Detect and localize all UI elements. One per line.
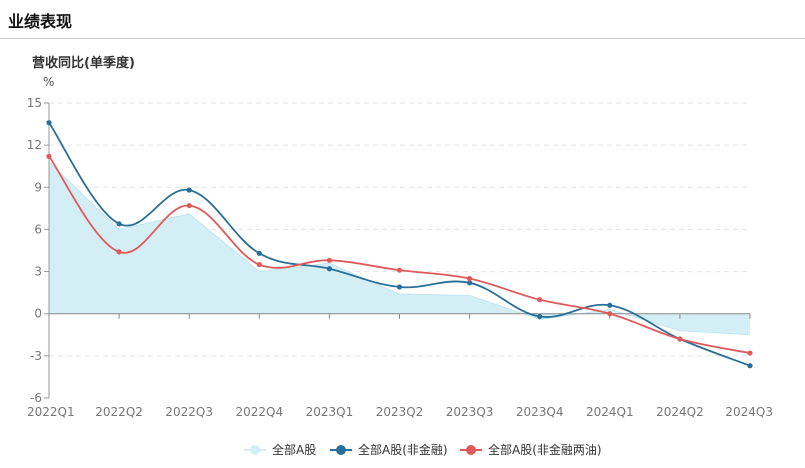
data-point [326,257,332,263]
data-point [326,266,332,272]
legend-label[interactable]: 全部A股 [272,442,316,457]
x-tick-label: 2022Q4 [235,405,283,419]
data-point [256,261,262,268]
legend-label[interactable]: 全部A股(非金融两油) [488,442,602,457]
legend-marker[interactable] [466,445,476,455]
data-point [396,284,403,290]
data-point [116,221,122,227]
data-point [46,153,52,159]
section-title: 业绩表现 [8,12,73,31]
series-line [48,122,751,367]
y-tick-label: -3 [30,349,42,363]
y-tick-label: 0 [34,307,42,321]
data-point [186,187,192,193]
x-tick-label: 2023Q4 [516,405,564,419]
legend-marker[interactable] [336,445,346,455]
data-point [607,302,613,308]
data-point [537,313,543,320]
x-tick-label: 2023Q1 [306,405,354,419]
chart-title: 营收同比(单季度) [32,56,135,71]
y-tick-label: 12 [27,138,42,152]
y-tick-label: 3 [34,265,42,279]
y-tick-label: -6 [30,391,42,405]
area-series-fill [49,162,750,335]
legend-label[interactable]: 全部A股(非金融) [358,442,448,457]
y-tick-label: 9 [34,180,42,194]
x-tick-label: 2024Q3 [725,405,773,419]
data-point [467,280,473,286]
data-point [46,120,52,126]
y-tick-label: 6 [34,222,42,236]
section-header: 业绩表现 [0,0,805,39]
data-point [677,336,683,342]
x-tick-label: 2022Q3 [165,405,213,419]
x-tick-label: 2023Q3 [446,405,494,419]
data-point [396,267,403,273]
data-point [537,297,543,303]
data-point [116,249,122,255]
y-axis-unit: % [43,75,54,89]
x-tick-label: 2022Q1 [27,405,75,419]
y-tick-label: 15 [27,96,42,110]
series-line [48,155,751,354]
data-point [747,363,753,369]
data-point [607,311,613,317]
x-tick-label: 2024Q2 [656,405,704,419]
data-point [186,202,192,209]
data-point [256,250,262,256]
data-point [467,275,473,282]
x-tick-label: 2023Q2 [376,405,424,419]
x-tick-label: 2022Q2 [95,405,143,419]
data-point [747,350,753,356]
x-tick-label: 2024Q1 [586,405,634,419]
legend-marker[interactable] [250,445,260,455]
